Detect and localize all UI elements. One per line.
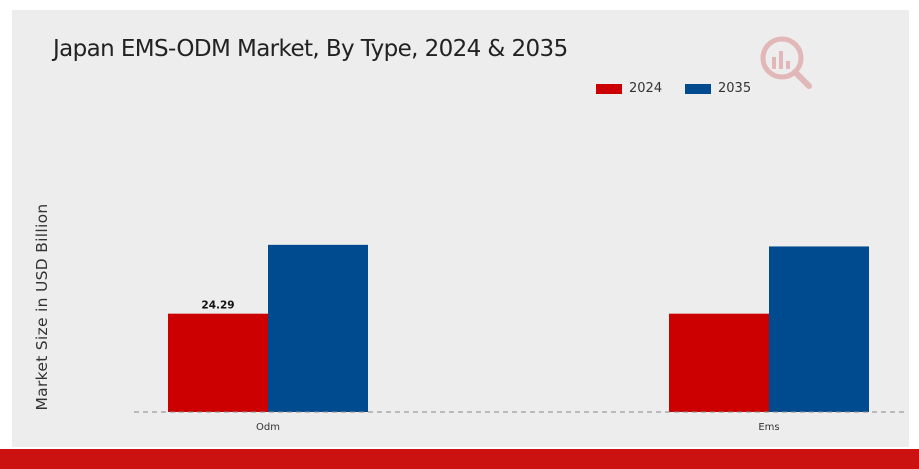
legend-swatch-2024 <box>596 84 622 94</box>
magnifier-bar-chart-logo-icon <box>760 36 812 89</box>
legend-label-2035: 2035 <box>718 81 752 96</box>
x-tick-label-odm: Odm <box>256 422 280 433</box>
footer-accent-bar <box>0 449 919 469</box>
bar-2024-odm <box>168 313 268 412</box>
legend-swatch-2035 <box>685 84 711 94</box>
legend-label-2024: 2024 <box>629 81 663 96</box>
bar-2024-ems <box>669 313 769 412</box>
bar-2035-odm <box>268 244 368 412</box>
chart-title: Japan EMS-ODM Market, By Type, 2024 & 20… <box>53 36 568 62</box>
bar-2035-ems <box>769 246 869 412</box>
data-label-2024-odm: 24.29 <box>201 300 234 312</box>
x-tick-label-ems: Ems <box>758 422 779 433</box>
